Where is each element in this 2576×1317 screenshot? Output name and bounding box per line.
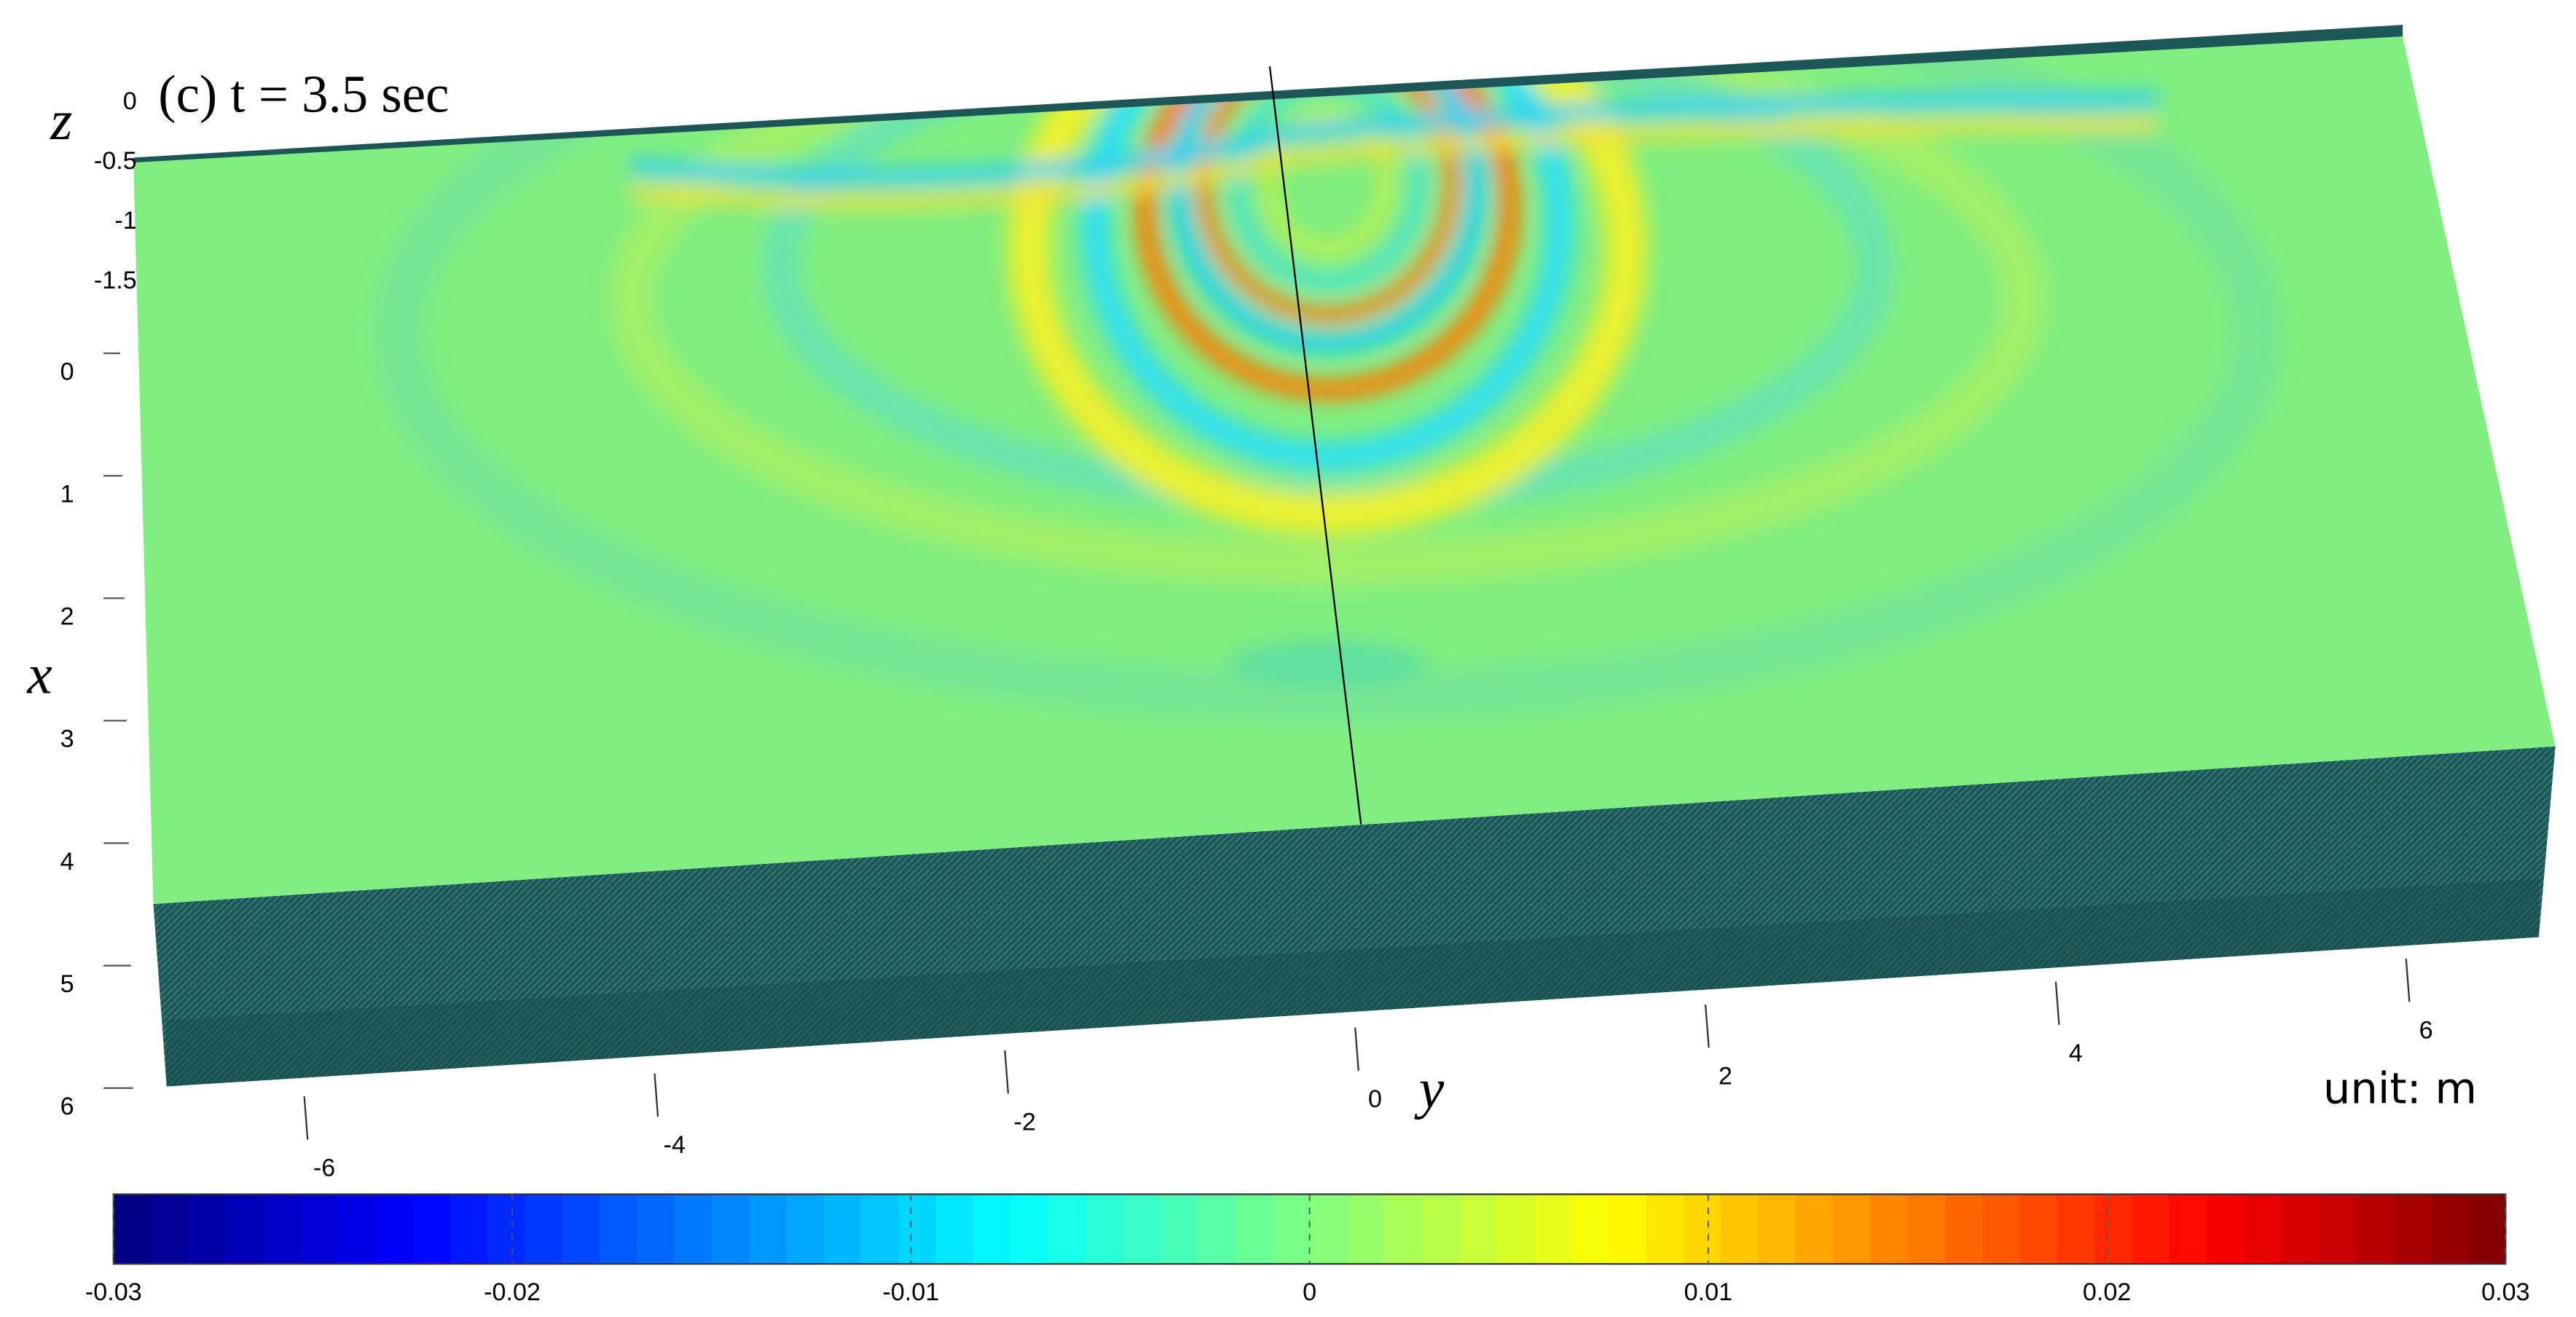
- colorbar-tick-label: 0.01: [1684, 1278, 1732, 1306]
- y-tick-label: 6: [2419, 1016, 2433, 1044]
- y-tick-label: -2: [1014, 1108, 1036, 1136]
- z-tick-label: -1: [114, 207, 136, 235]
- colorbar-tick-label: 0.02: [2083, 1278, 2131, 1306]
- center-line: [1268, 66, 1362, 825]
- colorbar-tick-label: 0: [1303, 1278, 1316, 1306]
- x-tick-label: 3: [60, 726, 74, 753]
- y-tick-label: 0: [1368, 1085, 1382, 1113]
- x-tick-label: 1: [60, 480, 74, 508]
- z-axis-label: z: [50, 89, 72, 152]
- chart-title: (c) t = 3.5 sec: [158, 64, 449, 123]
- colorbar-tick-label: 0.03: [2481, 1278, 2529, 1306]
- x-axis-label: x: [26, 642, 52, 705]
- z-tick-label: -1.5: [94, 267, 137, 294]
- y-tick: [653, 1073, 659, 1117]
- x-tick-label: 6: [60, 1093, 74, 1120]
- y-tick: [2405, 959, 2411, 1002]
- y-tick: [2054, 981, 2060, 1025]
- z-tick-label: 0: [123, 87, 137, 115]
- z-tick-label: -0.5: [94, 147, 137, 175]
- y-tick: [1704, 1005, 1710, 1048]
- unit-note: unit: m: [2323, 1063, 2477, 1113]
- x-tick-label: 2: [60, 603, 74, 631]
- x-tick-label: 5: [60, 970, 74, 998]
- y-tick-label: 2: [1719, 1062, 1732, 1090]
- y-tick-label: -6: [313, 1154, 335, 1182]
- y-tick-label: 4: [2069, 1039, 2083, 1067]
- slab-shade: [166, 878, 2539, 1087]
- colorbar-tick-label: -0.03: [85, 1278, 142, 1306]
- colorbar-tick-label: -0.02: [484, 1278, 541, 1306]
- y-tick: [1354, 1027, 1359, 1071]
- x-tick-label: 0: [60, 358, 74, 385]
- y-tick: [1004, 1050, 1010, 1094]
- y-tick: [303, 1096, 309, 1140]
- y-axis-label: y: [1414, 1058, 1445, 1120]
- y-tick-label: -4: [664, 1131, 686, 1159]
- colorbar-tick-label: -0.01: [882, 1278, 939, 1306]
- x-tick-label: 4: [60, 848, 74, 876]
